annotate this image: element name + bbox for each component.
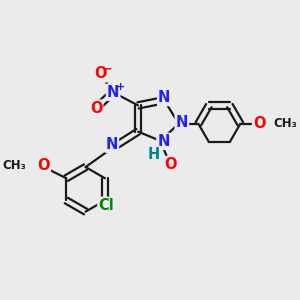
Text: O: O <box>38 158 50 173</box>
Text: N: N <box>107 85 119 100</box>
Text: N: N <box>158 90 170 105</box>
Text: CH₃: CH₃ <box>273 117 297 130</box>
Text: O: O <box>90 100 102 116</box>
Text: −: − <box>102 63 112 76</box>
Text: N: N <box>176 115 188 130</box>
Text: CH₃: CH₃ <box>3 159 27 172</box>
Text: O: O <box>253 116 266 131</box>
Text: N: N <box>157 134 170 149</box>
Text: Cl: Cl <box>98 198 114 213</box>
Text: O: O <box>94 66 106 81</box>
Text: H: H <box>148 147 160 162</box>
Text: N: N <box>106 137 118 152</box>
Text: +: + <box>116 82 125 92</box>
Text: O: O <box>165 157 177 172</box>
